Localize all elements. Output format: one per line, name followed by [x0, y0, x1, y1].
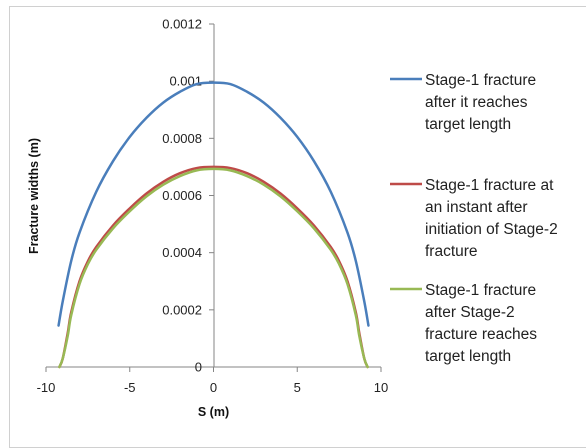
x-tick-label: 0	[210, 380, 217, 395]
x-tick-label: -10	[37, 380, 56, 395]
series-line-1	[57, 81, 370, 327]
y-tick-label: 0.0006	[162, 188, 202, 203]
y-tick-label: 0.001	[169, 74, 202, 89]
x-tick-label: 10	[374, 380, 388, 395]
x-tick-label: 5	[294, 380, 301, 395]
y-axis-title: Fracture widths (m)	[27, 138, 41, 254]
x-axis-title: S (m)	[198, 405, 229, 419]
legend-label-3: after Stage-2	[425, 304, 515, 321]
legend-label-1: Stage-1 fracture	[425, 72, 536, 89]
y-tick-label: 0.0008	[162, 131, 202, 146]
y-tick-label: 0.0002	[162, 302, 202, 317]
legend-label-2: Stage-1 fracture at	[425, 177, 554, 194]
legend-label-3: Stage-1 fracture	[425, 282, 536, 299]
x-tick-label: -5	[124, 380, 136, 395]
chart-area	[9, 6, 586, 448]
y-tick-label: 0.0004	[162, 245, 202, 260]
legend-label-2: fracture	[425, 243, 478, 260]
y-tick-label: 0	[195, 360, 202, 375]
legend-label-1: after it reaches	[425, 94, 528, 111]
legend-label-3: fracture reaches	[425, 326, 537, 343]
line-chart: 0 0.0002 0.0004 0.0006 0.0008 0.001 0.0012 -10 -…	[27, 17, 558, 420]
y-tick-label: 0.0012	[162, 17, 202, 32]
legend-label-3: target length	[425, 348, 511, 365]
legend-label-2: an instant after	[425, 199, 528, 216]
legend-label-1: target length	[425, 116, 511, 133]
series-line-3	[58, 167, 369, 369]
legend-label-2: initiation of Stage-2	[425, 221, 558, 238]
